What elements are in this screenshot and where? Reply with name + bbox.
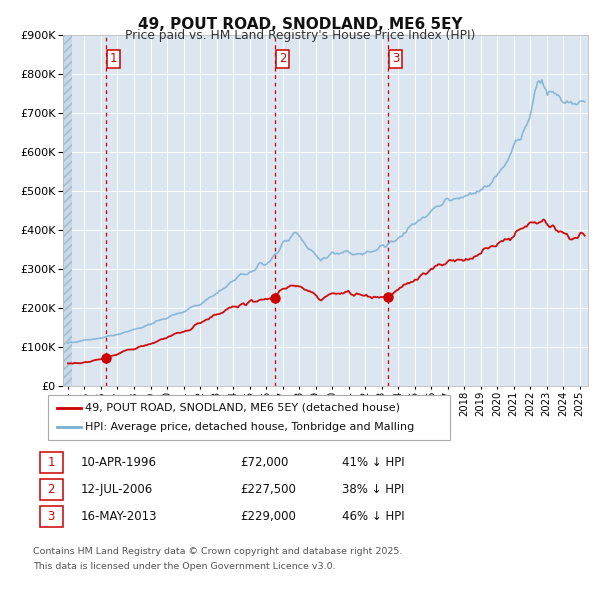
Text: 12-JUL-2006: 12-JUL-2006 <box>81 483 153 496</box>
Text: 3: 3 <box>392 53 399 65</box>
Text: Contains HM Land Registry data © Crown copyright and database right 2025.: Contains HM Land Registry data © Crown c… <box>33 547 403 556</box>
Bar <box>63 35 72 386</box>
Text: 41% ↓ HPI: 41% ↓ HPI <box>342 456 404 469</box>
Text: 3: 3 <box>47 510 55 523</box>
Text: 49, POUT ROAD, SNODLAND, ME6 5EY: 49, POUT ROAD, SNODLAND, ME6 5EY <box>137 17 463 31</box>
Text: £72,000: £72,000 <box>240 456 289 469</box>
Text: This data is licensed under the Open Government Licence v3.0.: This data is licensed under the Open Gov… <box>33 562 335 571</box>
Text: Price paid vs. HM Land Registry's House Price Index (HPI): Price paid vs. HM Land Registry's House … <box>125 30 475 42</box>
Text: 10-APR-1996: 10-APR-1996 <box>81 456 157 469</box>
Text: 1: 1 <box>47 456 55 469</box>
Text: £229,000: £229,000 <box>240 510 296 523</box>
Text: 46% ↓ HPI: 46% ↓ HPI <box>342 510 404 523</box>
Text: £227,500: £227,500 <box>240 483 296 496</box>
Text: 2: 2 <box>47 483 55 496</box>
Text: 16-MAY-2013: 16-MAY-2013 <box>81 510 157 523</box>
Text: 1: 1 <box>110 53 117 65</box>
Text: 2: 2 <box>279 53 286 65</box>
Text: 38% ↓ HPI: 38% ↓ HPI <box>342 483 404 496</box>
Text: HPI: Average price, detached house, Tonbridge and Malling: HPI: Average price, detached house, Tonb… <box>85 422 415 431</box>
Text: 49, POUT ROAD, SNODLAND, ME6 5EY (detached house): 49, POUT ROAD, SNODLAND, ME6 5EY (detach… <box>85 403 400 412</box>
